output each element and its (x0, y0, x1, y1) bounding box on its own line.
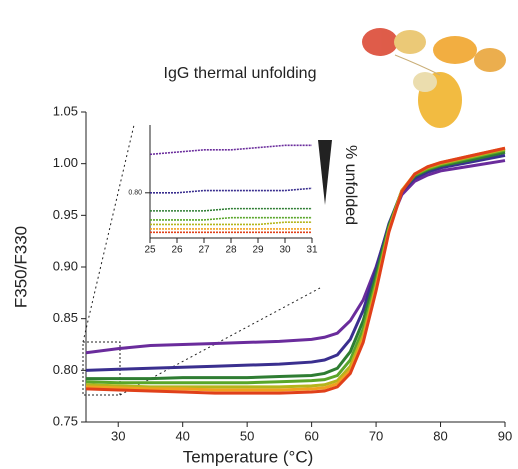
y-tick-label: 0.80 (53, 362, 78, 377)
x-tick-label: 70 (369, 428, 383, 443)
x-tick-label: 25 (144, 245, 156, 256)
x-tick-label: 27 (198, 245, 210, 256)
x-tick-label: 31 (306, 245, 318, 256)
x-axis-label: Temperature (°C) (183, 447, 314, 466)
y-tick-label: 0.80 (128, 190, 142, 197)
data-line (85, 159, 506, 355)
inset-background (150, 125, 312, 238)
data-line (149, 144, 312, 156)
x-tick-label: 90 (498, 428, 512, 443)
protein-structure (362, 28, 506, 128)
x-tick-label: 30 (279, 245, 291, 256)
x-tick-label: 30 (111, 428, 125, 443)
chart-title: IgG thermal unfolding (164, 65, 317, 82)
data-line (150, 207, 312, 212)
x-tick-label: 29 (252, 245, 264, 256)
unfolded-wedge (318, 140, 332, 205)
y-axis-label: F350/F330 (11, 226, 30, 308)
x-tick-label: 60 (304, 428, 318, 443)
data-line (85, 153, 506, 372)
zoom-line (82, 124, 135, 343)
data-line (150, 187, 313, 194)
annotation: % unfolded (342, 145, 359, 225)
x-tick-label: 50 (240, 428, 254, 443)
y-tick-label: 0.90 (53, 258, 78, 273)
data-line (150, 221, 312, 226)
y-tick-label: 0.95 (53, 207, 78, 222)
x-tick-label: 40 (175, 428, 189, 443)
data-line (85, 146, 506, 395)
y-tick-label: 0.85 (53, 310, 78, 325)
x-tick-label: 80 (433, 428, 447, 443)
y-tick-label: 1.00 (53, 155, 78, 170)
zoom-box (82, 341, 121, 396)
y-tick-label: 1.05 (53, 103, 78, 118)
x-tick-label: 26 (171, 245, 183, 256)
y-tick-label: 0.75 (53, 413, 78, 428)
data-line (150, 216, 312, 221)
x-tick-label: 28 (225, 245, 237, 256)
